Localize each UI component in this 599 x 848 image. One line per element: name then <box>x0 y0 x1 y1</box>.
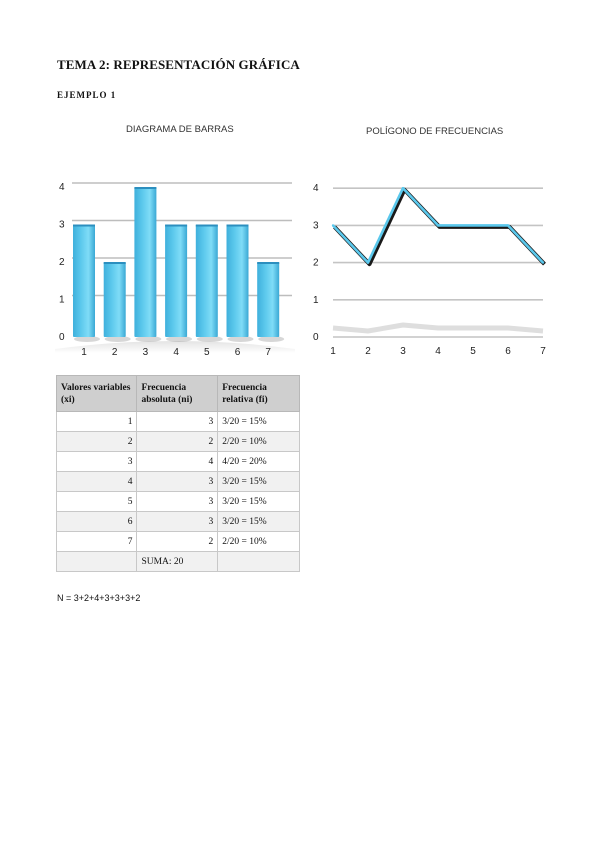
data-point <box>331 224 335 227</box>
table-row: 3 4 4/20 = 20% <box>55 451 300 472</box>
x-tick-label: 4 <box>173 347 179 358</box>
cell-frecuencia-relativa: 4/20 = 20% <box>217 451 300 472</box>
cell-frecuencia-absoluta: 3 <box>136 511 219 532</box>
cell-frecuencia-relativa: 3/20 = 15% <box>217 511 300 532</box>
x-tick-label: 1 <box>330 346 336 357</box>
bar <box>165 224 188 337</box>
bar <box>195 224 218 337</box>
cell-frecuencia-absoluta: 4 <box>136 451 219 472</box>
cell-frecuencia-absoluta: 2 <box>136 531 219 552</box>
bar-chart-title: DIAGRAMA DE BARRAS <box>126 124 234 135</box>
cell-valor: 5 <box>55 491 138 512</box>
bar-shadow <box>74 336 100 342</box>
table-row: 6 3 3/20 = 15% <box>55 511 300 532</box>
bar-top <box>165 224 188 227</box>
bar <box>103 262 126 337</box>
bar <box>257 262 280 337</box>
bar-shadow <box>166 336 193 342</box>
table-row: 4 3 3/20 = 15% <box>55 471 300 492</box>
bar-top <box>134 187 157 189</box>
y-tick-label: 2 <box>59 257 65 268</box>
cell-suma-total: SUMA: 20 <box>136 551 219 572</box>
bar-top <box>226 224 249 227</box>
chart-floor <box>55 341 295 353</box>
header-frecuencia-absoluta: Frecuencia absoluta (ni) <box>136 375 219 412</box>
cell-frecuencia-relativa: 3/20 = 15% <box>217 411 300 432</box>
bar-top <box>257 262 280 264</box>
y-tick-label: 1 <box>313 295 319 306</box>
cell-valor: 7 <box>55 531 138 552</box>
cell-frecuencia-relativa: 3/20 = 15% <box>217 491 300 512</box>
y-tick-label: 0 <box>59 332 65 343</box>
bar-shadow <box>258 336 285 342</box>
x-tick-label: 7 <box>265 347 271 358</box>
y-tick-label: 3 <box>313 220 319 231</box>
cell-valor: 1 <box>55 411 138 432</box>
cell-valor: 6 <box>55 511 138 532</box>
cell-valor: 4 <box>55 471 138 492</box>
table-row: 2 2 2/20 = 10% <box>55 431 300 452</box>
table-header-row: Valores variables (xi) Frecuencia absolu… <box>55 375 300 412</box>
bar-shadow <box>196 336 223 342</box>
y-tick-label: 1 <box>59 295 65 306</box>
data-point <box>401 187 405 190</box>
y-tick-label: 2 <box>313 258 319 269</box>
x-tick-label: 5 <box>204 347 210 358</box>
x-tick-label: 2 <box>112 347 118 358</box>
example-heading: EJEMPLO 1 <box>57 90 117 100</box>
bar-top <box>195 224 218 227</box>
x-tick-label: 3 <box>400 346 406 357</box>
cell-empty <box>55 551 138 572</box>
page-title: TEMA 2: REPRESENTACIÓN GRÁFICA <box>57 57 300 72</box>
data-point <box>471 224 475 227</box>
bar-top <box>103 262 126 264</box>
line-shadow <box>333 187 546 267</box>
x-tick-label: 5 <box>470 346 476 357</box>
data-point <box>366 261 370 264</box>
bar-top <box>73 224 95 227</box>
x-tick-label: 2 <box>365 346 371 357</box>
bar <box>226 224 249 337</box>
data-point <box>541 261 545 264</box>
cell-empty <box>217 551 300 572</box>
data-point <box>506 224 510 227</box>
y-tick-label: 3 <box>59 220 65 231</box>
cell-frecuencia-relativa: 3/20 = 15% <box>217 471 300 492</box>
cell-valor: 3 <box>55 451 138 472</box>
bar-shadow <box>104 336 131 342</box>
x-tick-label: 6 <box>505 346 511 357</box>
cell-frecuencia-relativa: 2/20 = 10% <box>217 431 300 452</box>
x-tick-label: 7 <box>540 346 546 357</box>
bar-shadow <box>135 336 162 342</box>
x-tick-label: 3 <box>143 347 149 358</box>
bar-chart: 0 1 2 3 4 1 2 3 4 5 6 7 <box>55 182 295 358</box>
x-tick-label: 4 <box>435 346 441 357</box>
bar <box>134 187 157 337</box>
y-tick-label: 0 <box>313 332 319 343</box>
table-row: 7 2 2/20 = 10% <box>55 531 300 552</box>
cell-frecuencia-absoluta: 3 <box>136 491 219 512</box>
cell-valor: 2 <box>55 431 138 452</box>
header-valores: Valores variables (xi) <box>55 375 138 412</box>
line-reflection <box>332 322 544 334</box>
cell-frecuencia-relativa: 2/20 = 10% <box>217 531 300 552</box>
bar-shadow <box>227 336 254 342</box>
table-row: 5 3 3/20 = 15% <box>55 491 300 512</box>
data-point <box>436 224 440 227</box>
cell-frecuencia-absoluta: 3 <box>136 471 219 492</box>
cell-frecuencia-absoluta: 3 <box>136 411 219 432</box>
cell-frecuencia-absoluta: 2 <box>136 431 219 452</box>
header-frecuencia-relativa: Frecuencia relativa (fi) <box>217 375 300 412</box>
y-tick-label: 4 <box>59 182 65 193</box>
table-row: 1 3 3/20 = 15% <box>55 411 300 432</box>
y-tick-label: 4 <box>313 183 319 194</box>
frequency-table: Valores variables (xi) Frecuencia absolu… <box>55 375 300 572</box>
x-tick-label: 1 <box>81 347 87 358</box>
line-chart-title: POLÍGONO DE FRECUENCIAS <box>366 126 504 137</box>
bar <box>73 224 95 337</box>
sum-note: N = 3+2+4+3+3+3+2 <box>57 593 141 603</box>
x-tick-label: 6 <box>235 347 241 358</box>
table-total-row: SUMA: 20 <box>55 551 300 572</box>
